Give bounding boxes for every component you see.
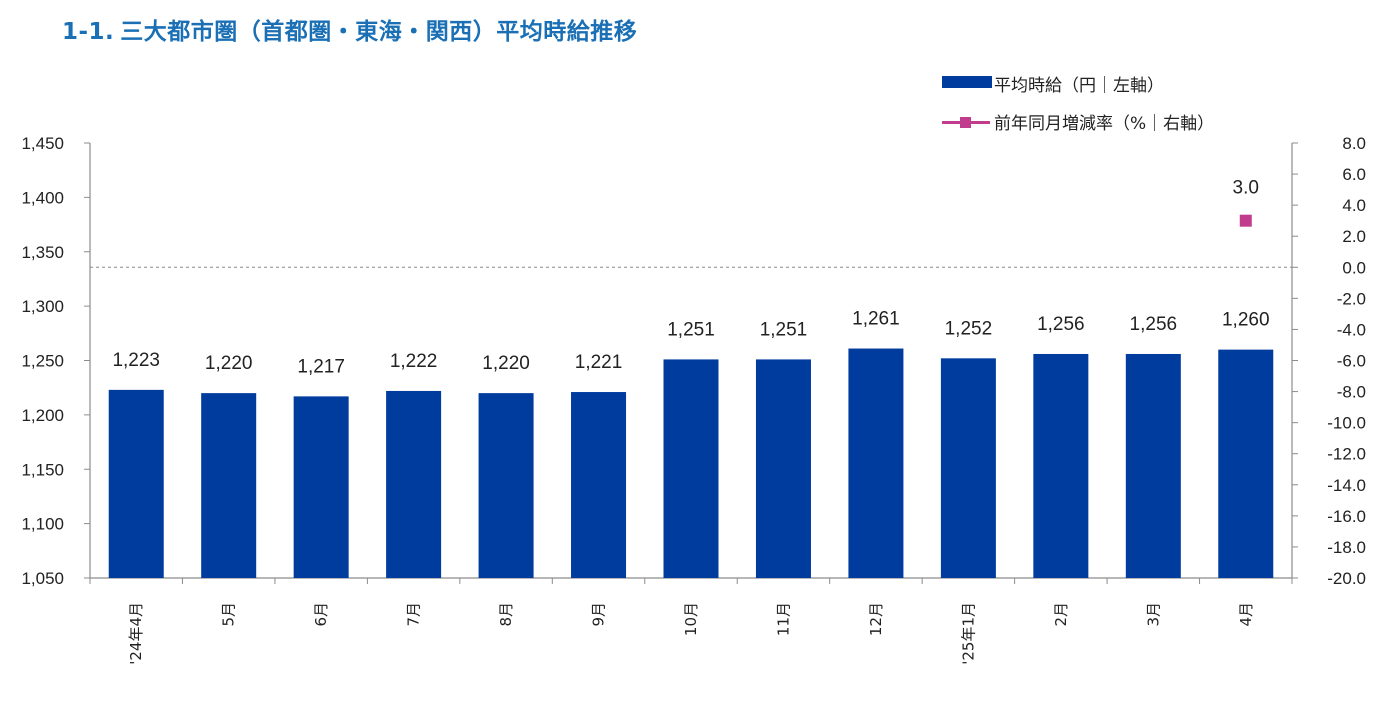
bar-value-label: 1,251: [667, 319, 715, 340]
right-tick-label: -20.0: [1327, 569, 1366, 588]
left-tick-label: 1,100: [21, 515, 64, 534]
right-tick-label: -16.0: [1327, 507, 1366, 526]
left-tick-label: 1,150: [21, 460, 64, 479]
x-tick-label: 10月: [682, 602, 700, 636]
left-tick-label: 1,300: [21, 297, 64, 316]
chart-title-number: 1-1.: [62, 19, 115, 45]
legend-bar-label: 平均時給（円｜左軸）: [994, 76, 1164, 96]
right-tick-label: 2.0: [1342, 227, 1366, 246]
bar: [1218, 349, 1274, 578]
right-tick-label: -12.0: [1327, 445, 1366, 464]
bar: [201, 393, 257, 578]
rate-value-label: 3.0: [1233, 178, 1259, 199]
bar: [848, 348, 904, 578]
x-tick-label: 2月: [1052, 602, 1070, 627]
right-tick-label: 8.0: [1342, 134, 1366, 153]
rate-series: 3.0: [1233, 178, 1259, 227]
bar-value-label: 1,222: [390, 351, 438, 372]
x-tick-label: 3月: [1144, 602, 1162, 627]
x-tick-label: 11月: [774, 602, 792, 636]
bar-value-label: 1,256: [1037, 314, 1085, 335]
right-tick-label: 6.0: [1342, 165, 1366, 184]
x-axis-labels: '24年4月 5月 6月 7月 8月 9月 10月 11月 12月 '25年1月 2月 3月 4月: [127, 602, 1255, 665]
bar-value-label: 1,256: [1130, 314, 1178, 335]
right-tick-label: 0.0: [1342, 258, 1366, 277]
x-tick-label: 9月: [590, 602, 608, 627]
right-tick-label: -2.0: [1337, 289, 1366, 308]
bar-value-label: 1,251: [760, 319, 808, 340]
bar: [1033, 353, 1089, 578]
bar-series: 1,223 1,220 1,217 1,222 1,220 1,221 1,251 1,251…: [108, 309, 1274, 578]
x-tick-label: 5月: [220, 602, 238, 627]
legend-line-label: 前年同月増減率（%｜右軸）: [994, 114, 1215, 134]
rate-marker: [1239, 214, 1252, 227]
bar-value-label: 1,217: [297, 356, 345, 377]
right-tick-label: 4.0: [1342, 196, 1366, 215]
x-tick-label: 4月: [1237, 602, 1255, 627]
right-tick-label: -8.0: [1337, 383, 1366, 402]
left-tick-label: 1,450: [21, 134, 64, 153]
right-tick-label: -14.0: [1327, 476, 1366, 495]
left-tick-label: 1,050: [21, 569, 64, 588]
bar-value-label: 1,221: [575, 352, 623, 373]
x-tick-label: 6月: [312, 602, 330, 627]
left-tick-label: 1,200: [21, 406, 64, 425]
bar-value-label: 1,220: [482, 353, 530, 374]
x-tick-label: 8月: [497, 602, 515, 627]
bar: [571, 392, 627, 578]
right-tick-label: -6.0: [1337, 352, 1366, 371]
chart-title: 1-1. 三大都市圏（首都圏・東海・関西）平均時給推移: [62, 12, 637, 46]
bar: [386, 390, 442, 578]
bar-value-label: 1,252: [945, 318, 993, 339]
bar-value-label: 1,220: [205, 353, 253, 374]
bar-value-label: 1,223: [112, 350, 160, 371]
right-tick-label: -4.0: [1337, 320, 1366, 339]
bar-value-label: 1,261: [852, 309, 900, 330]
bar-value-label: 1,260: [1222, 310, 1270, 331]
left-axis-ticks: 1,450 1,400 1,350 1,300 1,250 1,200 1,150 1,100…: [21, 134, 90, 588]
x-tick-label: 7月: [405, 602, 423, 627]
bar: [755, 359, 811, 578]
left-tick-label: 1,400: [21, 188, 64, 207]
bar: [478, 393, 534, 578]
bar: [663, 359, 719, 578]
legend-square-marker-icon: [960, 117, 971, 128]
x-tick-label: 12月: [867, 602, 885, 636]
right-tick-label: -18.0: [1327, 538, 1366, 557]
x-tick-label: '25年1月: [959, 602, 977, 665]
bar: [940, 358, 996, 578]
left-tick-label: 1,250: [21, 352, 64, 371]
right-axis-ticks: 8.0 6.0 4.0 2.0 0.0 -2.0 -4.0 -6.0 -8.0 -10.0 -12.…: [1292, 134, 1366, 588]
right-tick-label: -10.0: [1327, 414, 1366, 433]
bar: [108, 389, 164, 578]
x-tick-label: '24年4月: [127, 602, 145, 665]
left-tick-label: 1,350: [21, 243, 64, 262]
bar: [1125, 353, 1181, 578]
chart-title-text: 三大都市圏（首都圏・東海・関西）平均時給推移: [120, 19, 638, 45]
bar: [293, 396, 349, 578]
legend-bar-swatch: [942, 76, 992, 88]
